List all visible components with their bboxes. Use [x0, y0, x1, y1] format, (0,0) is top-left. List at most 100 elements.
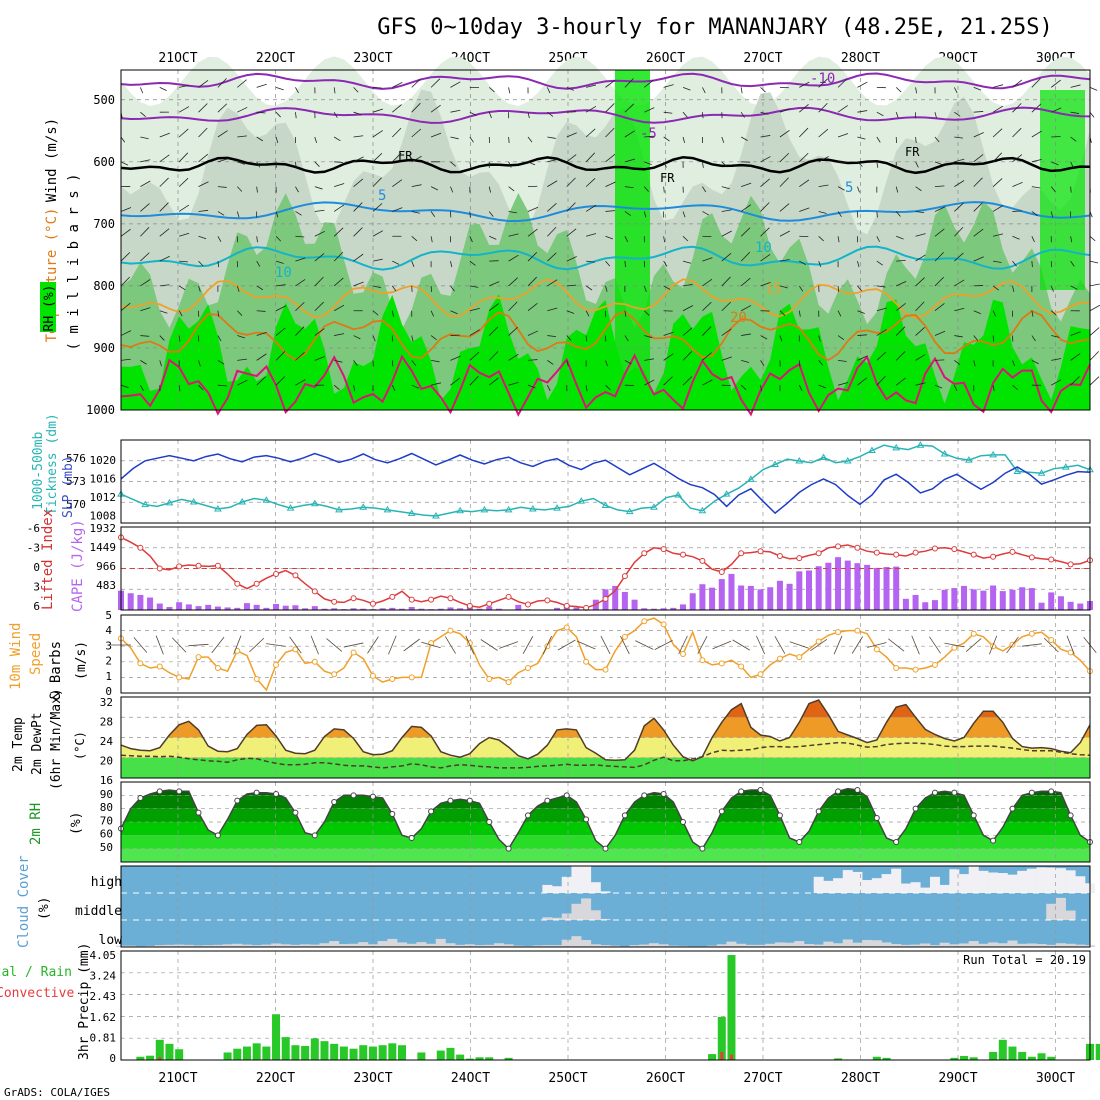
wind-barb: [140, 159, 151, 163]
thickness-series-point: [383, 505, 392, 513]
wind-barb: [140, 384, 144, 391]
cloud-level-label: middle: [75, 904, 122, 919]
rh-tick: 70: [100, 814, 113, 827]
temp-fill-low: [121, 757, 1090, 778]
wind-barb: [159, 284, 170, 287]
cape-bar: [399, 608, 406, 610]
wind-speed-series-point: [1048, 636, 1055, 643]
wind-barb: [915, 354, 926, 361]
wind-barb: [508, 382, 519, 386]
cape-tick: 1449: [90, 541, 117, 554]
wind-barb: [740, 227, 751, 237]
cloud-low-bar: [426, 943, 437, 947]
wind-barb: [818, 260, 822, 268]
cloud-low-bar: [377, 941, 388, 947]
wind-barb: [392, 207, 403, 212]
li-series-point: [311, 588, 318, 595]
cape-bar: [980, 590, 987, 610]
wind-barb: [953, 385, 958, 392]
surface-wind-barb: [249, 637, 265, 653]
wind-barb: [585, 385, 588, 392]
cloud-low-bar: [1017, 943, 1028, 947]
wind-barb: [1012, 154, 1023, 163]
rh-series-point: [602, 845, 609, 852]
li-series-point: [1028, 554, 1035, 561]
contour-10: [120, 245, 1091, 271]
cloud-low-bar: [910, 944, 921, 947]
rh-series-point: [951, 789, 958, 796]
wind-barb: [566, 154, 577, 163]
wind-barb: [411, 360, 417, 366]
contour-label-minus5: -5: [640, 126, 657, 142]
li-series-point: [776, 553, 783, 560]
slp-tick: 1008: [90, 510, 117, 523]
cloud-high-bar: [1036, 867, 1047, 893]
wind-tick: 0: [105, 685, 112, 698]
wind-barb: [954, 180, 965, 187]
precip-conv-bar: [720, 1051, 724, 1060]
label-total-rain: Total / Rain: [0, 965, 72, 980]
cape-bar: [660, 608, 667, 610]
cape-bar: [699, 584, 706, 610]
wind-speed-series-point: [486, 675, 493, 682]
cloud-low-bar: [784, 942, 795, 947]
precip-tick: 0: [109, 1052, 116, 1065]
wind-barb: [450, 186, 454, 193]
wind-speed-series-point: [563, 624, 570, 631]
wind-barb: [372, 258, 383, 262]
surface-wind-barb: [678, 635, 688, 655]
cloud-low-bar: [484, 944, 495, 947]
li-series-point: [951, 546, 958, 553]
wind-barb: [314, 253, 325, 262]
wind-barb: [798, 360, 801, 367]
surface-wind-barb: [171, 637, 187, 653]
wind-barb: [799, 207, 810, 212]
wind-barb: [876, 236, 880, 243]
rh-series-point: [408, 835, 415, 841]
wind-barb: [702, 257, 713, 262]
cape-bar: [844, 560, 851, 610]
wind-barb: [798, 285, 804, 292]
precip-total-bar: [242, 1046, 251, 1060]
contour-minus10: [120, 72, 1091, 90]
cloud-low-bar: [833, 943, 844, 947]
precip-total-bar: [388, 1043, 397, 1060]
wind-barb: [469, 111, 477, 116]
wind-barb: [295, 211, 302, 216]
wind-barb: [954, 335, 963, 338]
rh-series-point: [738, 788, 745, 795]
cape-bar: [447, 607, 454, 610]
wind-barb: [895, 326, 906, 336]
cloud-high-bar: [600, 891, 611, 893]
wind-barb: [198, 285, 201, 292]
x-label-bottom: 23OCT: [353, 1071, 392, 1086]
thickness-tick: 576: [66, 452, 86, 465]
cloud-low-bar: [988, 942, 999, 947]
wind-barb: [508, 326, 518, 336]
wind-barb: [973, 132, 984, 138]
rh-tick: 80: [100, 801, 113, 814]
x-label-bottom: 21OCT: [158, 1071, 197, 1086]
panel-temp-frame: [120, 696, 1091, 779]
cloud-low-bar: [736, 943, 747, 947]
cloud-low-bar: [280, 944, 291, 947]
wind-barb: [702, 326, 712, 336]
cloud-high-bar: [920, 887, 931, 893]
wind-barb: [624, 236, 629, 243]
contour-label-10: 10: [755, 240, 772, 256]
wind-barb: [779, 285, 788, 289]
cloud-low-bar: [455, 944, 466, 947]
surface-wind-barb: [929, 636, 941, 654]
li-series-point: [369, 600, 376, 607]
rh-series-point: [660, 791, 667, 797]
li-series-point: [970, 551, 977, 558]
rh-series-point: [544, 797, 551, 804]
wind-barb: [915, 186, 922, 192]
grads-credit: GrADS: COLA/IGES: [4, 1086, 110, 1099]
wind-speed-series-point: [815, 638, 822, 645]
thickness-series-point: [456, 506, 465, 514]
surface-wind-barb: [1006, 636, 1019, 654]
cloud-high-bar: [968, 866, 979, 893]
cloud-low-bar: [397, 942, 408, 947]
wind-barb: [702, 301, 712, 312]
